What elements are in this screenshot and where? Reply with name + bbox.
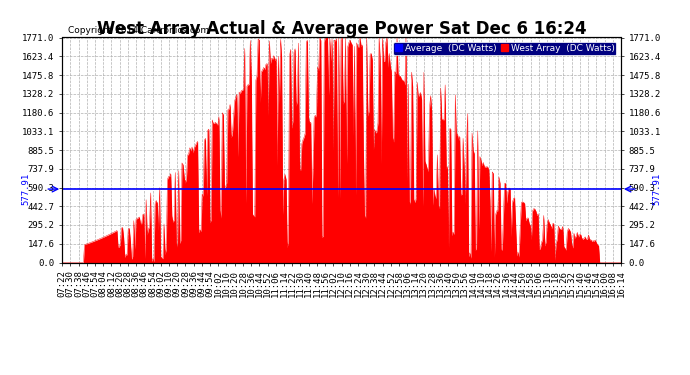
- Text: 577.91: 577.91: [21, 173, 30, 205]
- Text: 577.91: 577.91: [653, 173, 662, 205]
- Text: Copyright 2014 Cartronics.com: Copyright 2014 Cartronics.com: [68, 26, 209, 35]
- Legend: Average  (DC Watts), West Array  (DC Watts): Average (DC Watts), West Array (DC Watts…: [393, 42, 616, 55]
- Title: West Array Actual & Average Power Sat Dec 6 16:24: West Array Actual & Average Power Sat De…: [97, 20, 586, 38]
